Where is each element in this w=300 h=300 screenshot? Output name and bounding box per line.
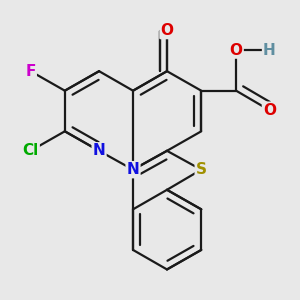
Text: O: O: [160, 23, 173, 38]
Text: Cl: Cl: [22, 143, 39, 158]
Text: S: S: [196, 162, 207, 177]
Text: F: F: [26, 64, 36, 79]
Text: O: O: [263, 103, 276, 118]
Text: N: N: [127, 162, 140, 177]
Text: O: O: [230, 43, 243, 58]
Text: H: H: [263, 43, 276, 58]
Text: N: N: [93, 143, 106, 158]
